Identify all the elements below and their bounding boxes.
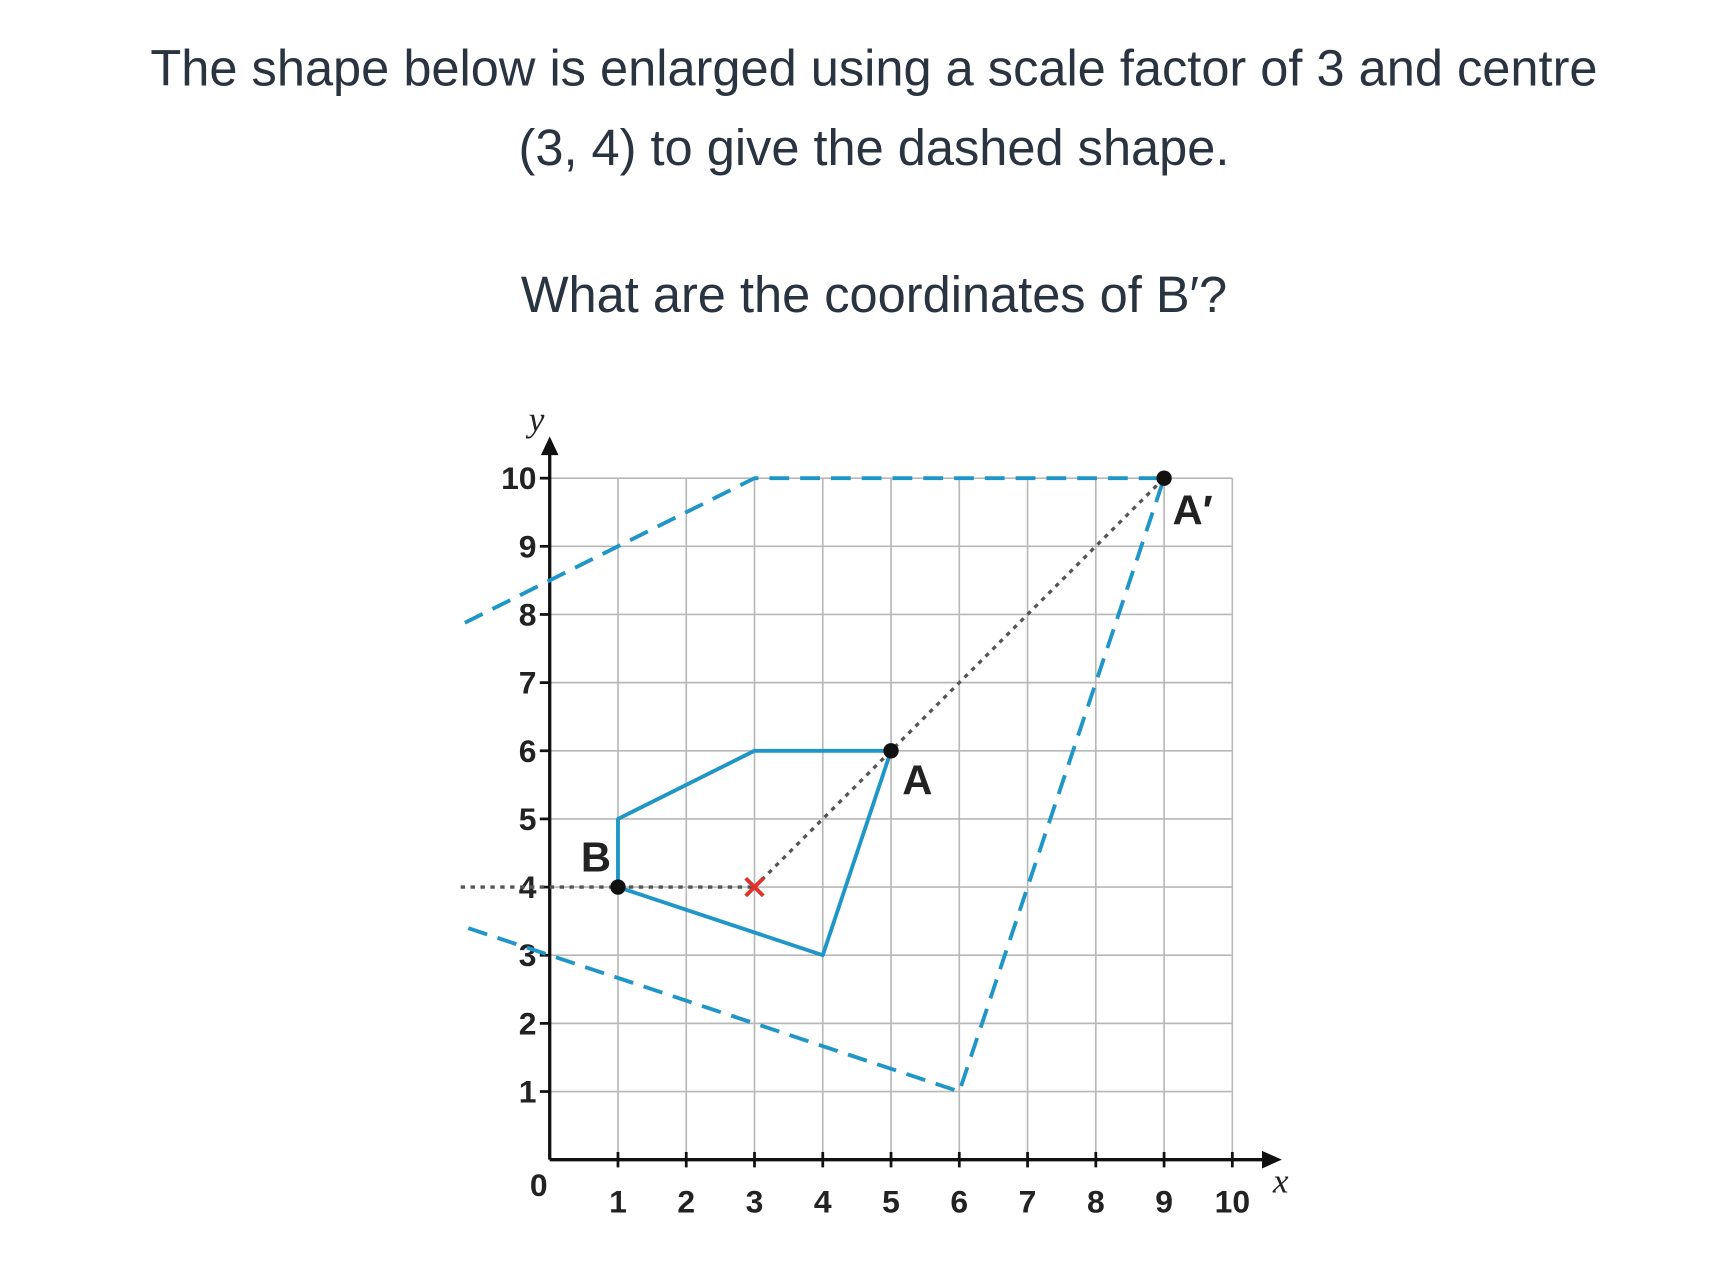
x-axis-arrow — [1262, 1150, 1282, 1169]
origin-label: 0 — [530, 1167, 548, 1203]
y-tick-label: 1 — [519, 1074, 537, 1110]
x-tick-label: 9 — [1155, 1183, 1173, 1219]
y-tick-label: 6 — [519, 733, 537, 769]
point-label: A — [902, 757, 932, 804]
y-tick-label: 5 — [519, 801, 537, 837]
x-tick-label: 1 — [609, 1183, 627, 1219]
y-tick-label: 7 — [519, 665, 537, 701]
y-tick-label: 8 — [519, 596, 537, 632]
clipped-layer — [459, 476, 1166, 1094]
x-tick-label: 2 — [677, 1183, 695, 1219]
point-label: B — [581, 834, 611, 881]
question-line: The shape below is enlarged using a scal… — [150, 40, 1597, 97]
graph: 1 2 3 4 5 6 7 8 9 10 1 2 3 4 5 6 7 8 9 10 0 x y A B A′ — [459, 400, 1289, 1219]
x-tick-label: 6 — [950, 1183, 968, 1219]
y-tick-label: 3 — [519, 937, 537, 973]
point — [883, 743, 899, 759]
guide-line — [753, 476, 1166, 889]
question-line: What are the coordinates of B′? — [521, 266, 1227, 323]
question-line: (3, 4) to give the dashed shape. — [519, 119, 1230, 176]
x-tick-label: 3 — [746, 1183, 764, 1219]
original-shape — [616, 748, 893, 958]
y-tick-label: 4 — [519, 869, 537, 905]
x-tick-label: 4 — [814, 1183, 832, 1219]
y-tick-label: 2 — [519, 1005, 537, 1041]
y-tick-label: 9 — [519, 528, 537, 564]
x-tick-label: 7 — [1019, 1183, 1037, 1219]
dashed-shape — [459, 476, 1166, 1094]
y-axis-label: y — [526, 400, 545, 439]
y-tick-label: 10 — [501, 460, 536, 496]
centre-cross — [744, 876, 765, 898]
point-label: A′ — [1173, 486, 1213, 533]
y-axis-arrow — [540, 436, 559, 456]
x-axis-label: x — [1272, 1162, 1289, 1201]
point — [1156, 470, 1172, 486]
x-tick-label: 8 — [1087, 1183, 1105, 1219]
x-tick-label: 10 — [1215, 1183, 1250, 1219]
x-tick-label: 5 — [882, 1183, 900, 1219]
point — [610, 879, 626, 895]
